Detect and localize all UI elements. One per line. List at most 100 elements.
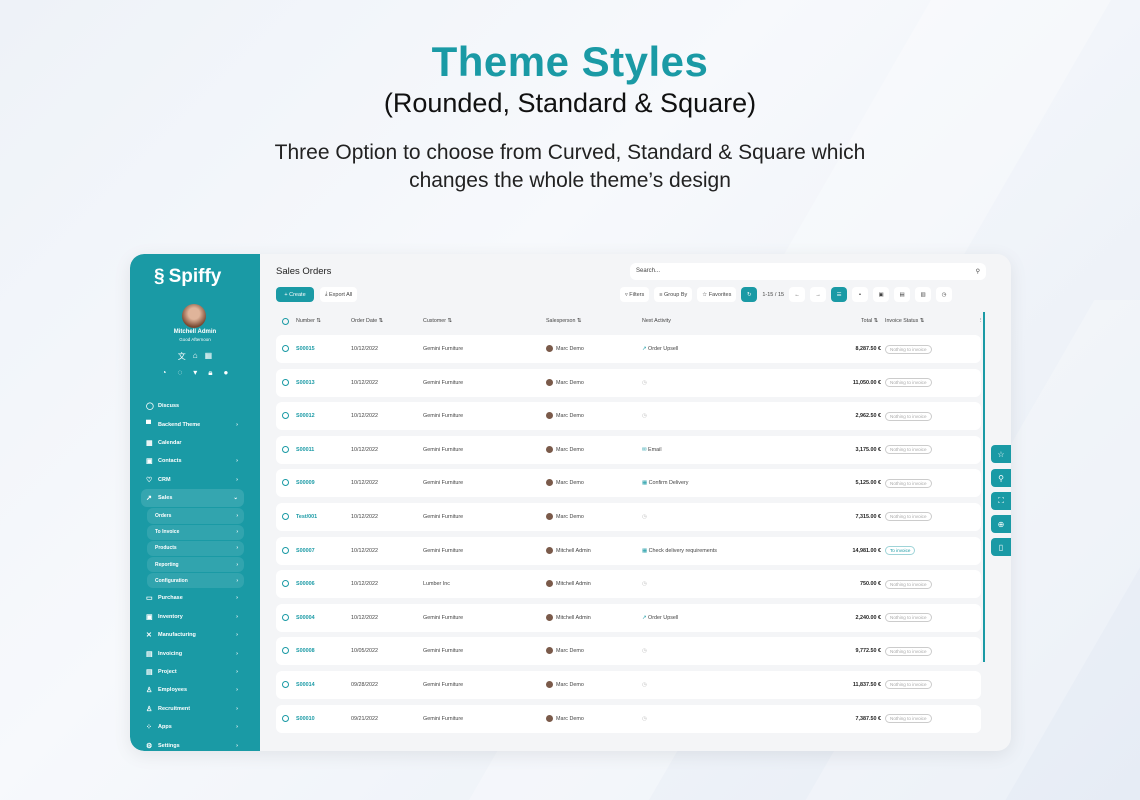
row-checkbox[interactable]: [282, 445, 289, 453]
order-number[interactable]: S00004: [296, 614, 315, 621]
table-row[interactable]: S00014 09/28/2022 Gemini Furniture Marc …: [276, 670, 981, 699]
prev-page-button[interactable]: ←: [789, 287, 806, 302]
row-checkbox[interactable]: [282, 580, 289, 588]
next-activity[interactable]: ↗ Order Upsell: [642, 346, 679, 352]
table-row[interactable]: S00007 10/12/2022 Gemini Furniture Mitch…: [276, 536, 981, 565]
row-checkbox[interactable]: [282, 546, 289, 554]
sidebar-item-sales[interactable]: ↗ Sales ⌄: [141, 488, 244, 508]
next-page-button[interactable]: →: [810, 287, 827, 302]
row-checkbox[interactable]: [282, 613, 289, 621]
sidebar-item-apps[interactable]: ⁘ Apps ›: [146, 724, 238, 732]
col-number[interactable]: Number ⇅: [296, 318, 321, 324]
row-checkbox[interactable]: [282, 412, 289, 420]
graph-view-button[interactable]: ▥: [915, 287, 932, 302]
scrollbar[interactable]: [983, 312, 985, 662]
order-number[interactable]: S00009: [296, 480, 315, 487]
sidebar-item-manufacturing[interactable]: ✕ Manufacturing ›: [146, 632, 238, 640]
export-all-button[interactable]: ⤓ Export All: [320, 287, 358, 302]
table-row[interactable]: S00006 10/12/2022 Lumber Inc Mitchell Ad…: [276, 570, 981, 599]
order-number[interactable]: Test/001: [296, 513, 318, 520]
col-salesperson[interactable]: Salesperson ⇅: [546, 318, 582, 324]
col-invoice-status[interactable]: Invoice Status ⇅: [885, 318, 925, 324]
order-number[interactable]: S00006: [296, 581, 315, 588]
row-checkbox[interactable]: [282, 647, 289, 655]
row-checkbox[interactable]: [282, 714, 289, 722]
sidebar-item-crm[interactable]: ♡ CRM ›: [146, 476, 238, 484]
next-activity[interactable]: ▦ Check delivery requirements: [642, 547, 717, 554]
favorite-star-icon[interactable]: ☆: [991, 445, 1011, 463]
row-checkbox[interactable]: [282, 680, 289, 688]
row-checkbox[interactable]: [282, 479, 289, 487]
col-next-activity[interactable]: Next Activity: [642, 318, 671, 324]
sidebar-item-recruitment[interactable]: ♙ Recruitment ›: [146, 705, 238, 713]
activity-view-button[interactable]: ◷: [936, 287, 953, 302]
search-icon[interactable]: ⚲: [975, 269, 980, 275]
order-number[interactable]: S00007: [296, 547, 315, 554]
col-customer[interactable]: Customer ⇅: [423, 318, 452, 324]
next-activity[interactable]: ◷: [642, 413, 647, 419]
order-number[interactable]: S00008: [296, 648, 315, 655]
sidebar-item-employees[interactable]: ♙ Employees ›: [146, 687, 238, 695]
pivot-view-button[interactable]: ▤: [894, 287, 911, 302]
favorites-button[interactable]: ☆ Favorites: [697, 287, 737, 302]
lock-icon[interactable]: 🔒︎: [208, 368, 213, 377]
next-activity[interactable]: ◷: [642, 380, 647, 386]
col-order-date[interactable]: Order Date ⇅: [351, 318, 384, 324]
sidebar-subitem-to-invoice[interactable]: To Invoice ›: [147, 524, 244, 540]
sidebar-subitem-products[interactable]: Products ›: [147, 540, 244, 556]
sidebar-subitem-configuration[interactable]: Configuration ›: [147, 573, 244, 589]
sidebar-subitem-reporting[interactable]: Reporting ›: [147, 556, 244, 573]
create-button[interactable]: + Create: [276, 287, 314, 302]
paint-icon[interactable]: ▾: [193, 368, 198, 377]
order-number[interactable]: S00013: [296, 379, 315, 386]
search-icon[interactable]: ⚲: [991, 469, 1011, 487]
col-total[interactable]: Total ⇅: [861, 318, 879, 324]
table-row[interactable]: S00010 09/21/2022 Gemini Furniture Marc …: [276, 704, 981, 733]
order-number[interactable]: S00010: [296, 715, 315, 722]
table-row[interactable]: S00011 10/12/2022 Gemini Furniture Marc …: [276, 435, 981, 464]
next-activity[interactable]: ◷: [642, 682, 647, 688]
messages-icon[interactable]: ◌: [177, 368, 183, 377]
bulb-icon[interactable]: ●: [223, 368, 229, 377]
search-input[interactable]: Search... ⚲: [630, 263, 986, 280]
next-activity[interactable]: ▦ Confirm Delivery: [642, 480, 689, 487]
bookmark-icon[interactable]: ▯: [991, 538, 1011, 556]
sidebar-item-settings[interactable]: ⚙ Settings ›: [146, 742, 238, 750]
order-number[interactable]: S00011: [296, 446, 315, 453]
row-checkbox[interactable]: [282, 512, 289, 520]
sidebar-item-calendar[interactable]: ▦ Calendar: [146, 439, 182, 447]
order-number[interactable]: S00015: [296, 346, 315, 352]
table-row[interactable]: Test/001 10/12/2022 Gemini Furniture Mar…: [276, 502, 981, 531]
sidebar-subitem-orders[interactable]: Orders ›: [147, 508, 244, 524]
fullscreen-icon[interactable]: ⛶: [991, 492, 1011, 510]
next-activity[interactable]: ◷: [642, 648, 647, 654]
list-view-button[interactable]: ☰: [831, 287, 848, 302]
order-number[interactable]: S00012: [296, 413, 315, 420]
sidebar-item-purchase[interactable]: ▭ Purchase ›: [146, 595, 238, 603]
translate-icon[interactable]: 文: [177, 352, 186, 361]
next-activity[interactable]: ◷: [642, 716, 647, 722]
sidebar-item-project[interactable]: ▤ Project ›: [146, 669, 238, 677]
layout-icon[interactable]: ▦: [204, 351, 213, 360]
table-row[interactable]: S00013 10/12/2022 Gemini Furniture Marc …: [276, 368, 981, 397]
sidebar-item-backend-theme[interactable]: ▀ Backend Theme ›: [146, 421, 238, 429]
table-row[interactable]: S00015 10/12/2022 Gemini Furniture Marc …: [276, 335, 981, 363]
zoom-in-icon[interactable]: ⊕: [991, 515, 1011, 533]
filters-button[interactable]: ▿ Filters: [620, 287, 650, 302]
row-checkbox[interactable]: [282, 345, 289, 352]
sidebar-item-discuss[interactable]: ◯ Discuss: [146, 403, 180, 411]
sidebar-item-inventory[interactable]: ▣ Inventory ›: [146, 613, 238, 621]
column-options-icon[interactable]: ⋮: [978, 318, 984, 324]
refresh-button[interactable]: ↻: [741, 287, 758, 302]
group-by-button[interactable]: ≡ Group By: [654, 287, 693, 302]
kanban-view-button[interactable]: ▪: [852, 287, 869, 302]
row-checkbox[interactable]: [282, 378, 289, 386]
table-row[interactable]: S00008 10/05/2022 Gemini Furniture Marc …: [276, 637, 981, 666]
building-icon[interactable]: ⌂: [192, 351, 198, 360]
order-number[interactable]: S00014: [296, 681, 315, 688]
next-activity[interactable]: ◷: [642, 581, 647, 587]
table-row[interactable]: S00004 10/12/2022 Gemini Furniture Mitch…: [276, 603, 981, 632]
sidebar-item-contacts[interactable]: ▣ Contacts ›: [146, 458, 238, 466]
table-row[interactable]: S00012 10/12/2022 Gemini Furniture Marc …: [276, 402, 981, 431]
next-activity[interactable]: ↗ Order Upsell: [642, 614, 679, 621]
